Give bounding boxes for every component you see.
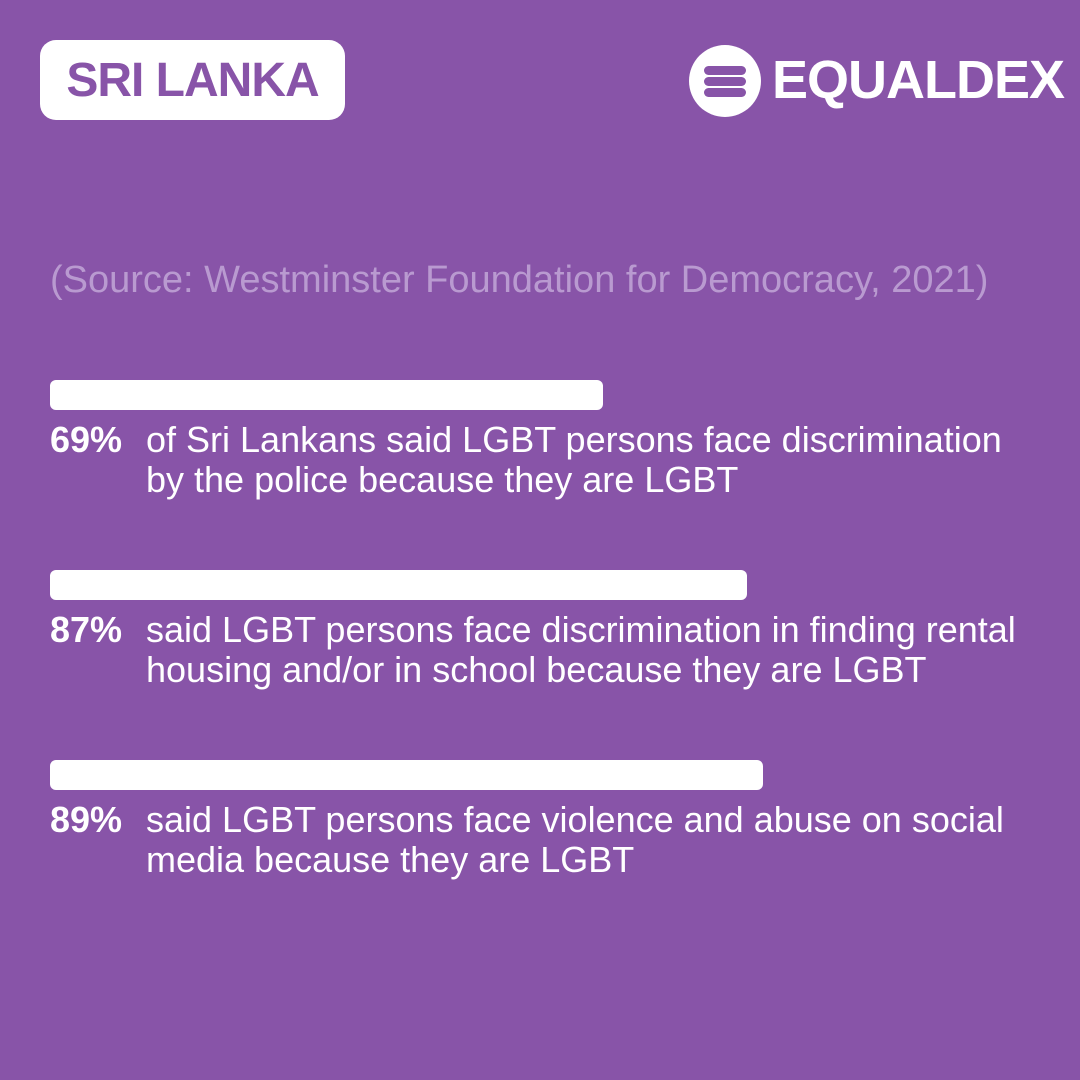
brand: EQUALDEX (772, 50, 1065, 110)
bar (50, 570, 747, 600)
value-label: 89% (50, 799, 123, 840)
category-label: said LGBT persons face violence and abus… (146, 799, 1004, 880)
title-box: SRI LANKA (40, 40, 345, 120)
value-label: 69% (50, 419, 123, 460)
chart-title: SRI LANKA (66, 53, 319, 107)
bar (50, 380, 603, 410)
category-label: of Sri Lankans said LGBT persons face di… (146, 419, 1002, 500)
bar (50, 760, 763, 790)
category-label: said LGBT persons face discrimination in… (146, 609, 1016, 690)
value-label: 87% (50, 609, 123, 650)
source-note: (Source: Westminster Foundation for Demo… (50, 259, 989, 301)
logo-icon (689, 45, 761, 117)
